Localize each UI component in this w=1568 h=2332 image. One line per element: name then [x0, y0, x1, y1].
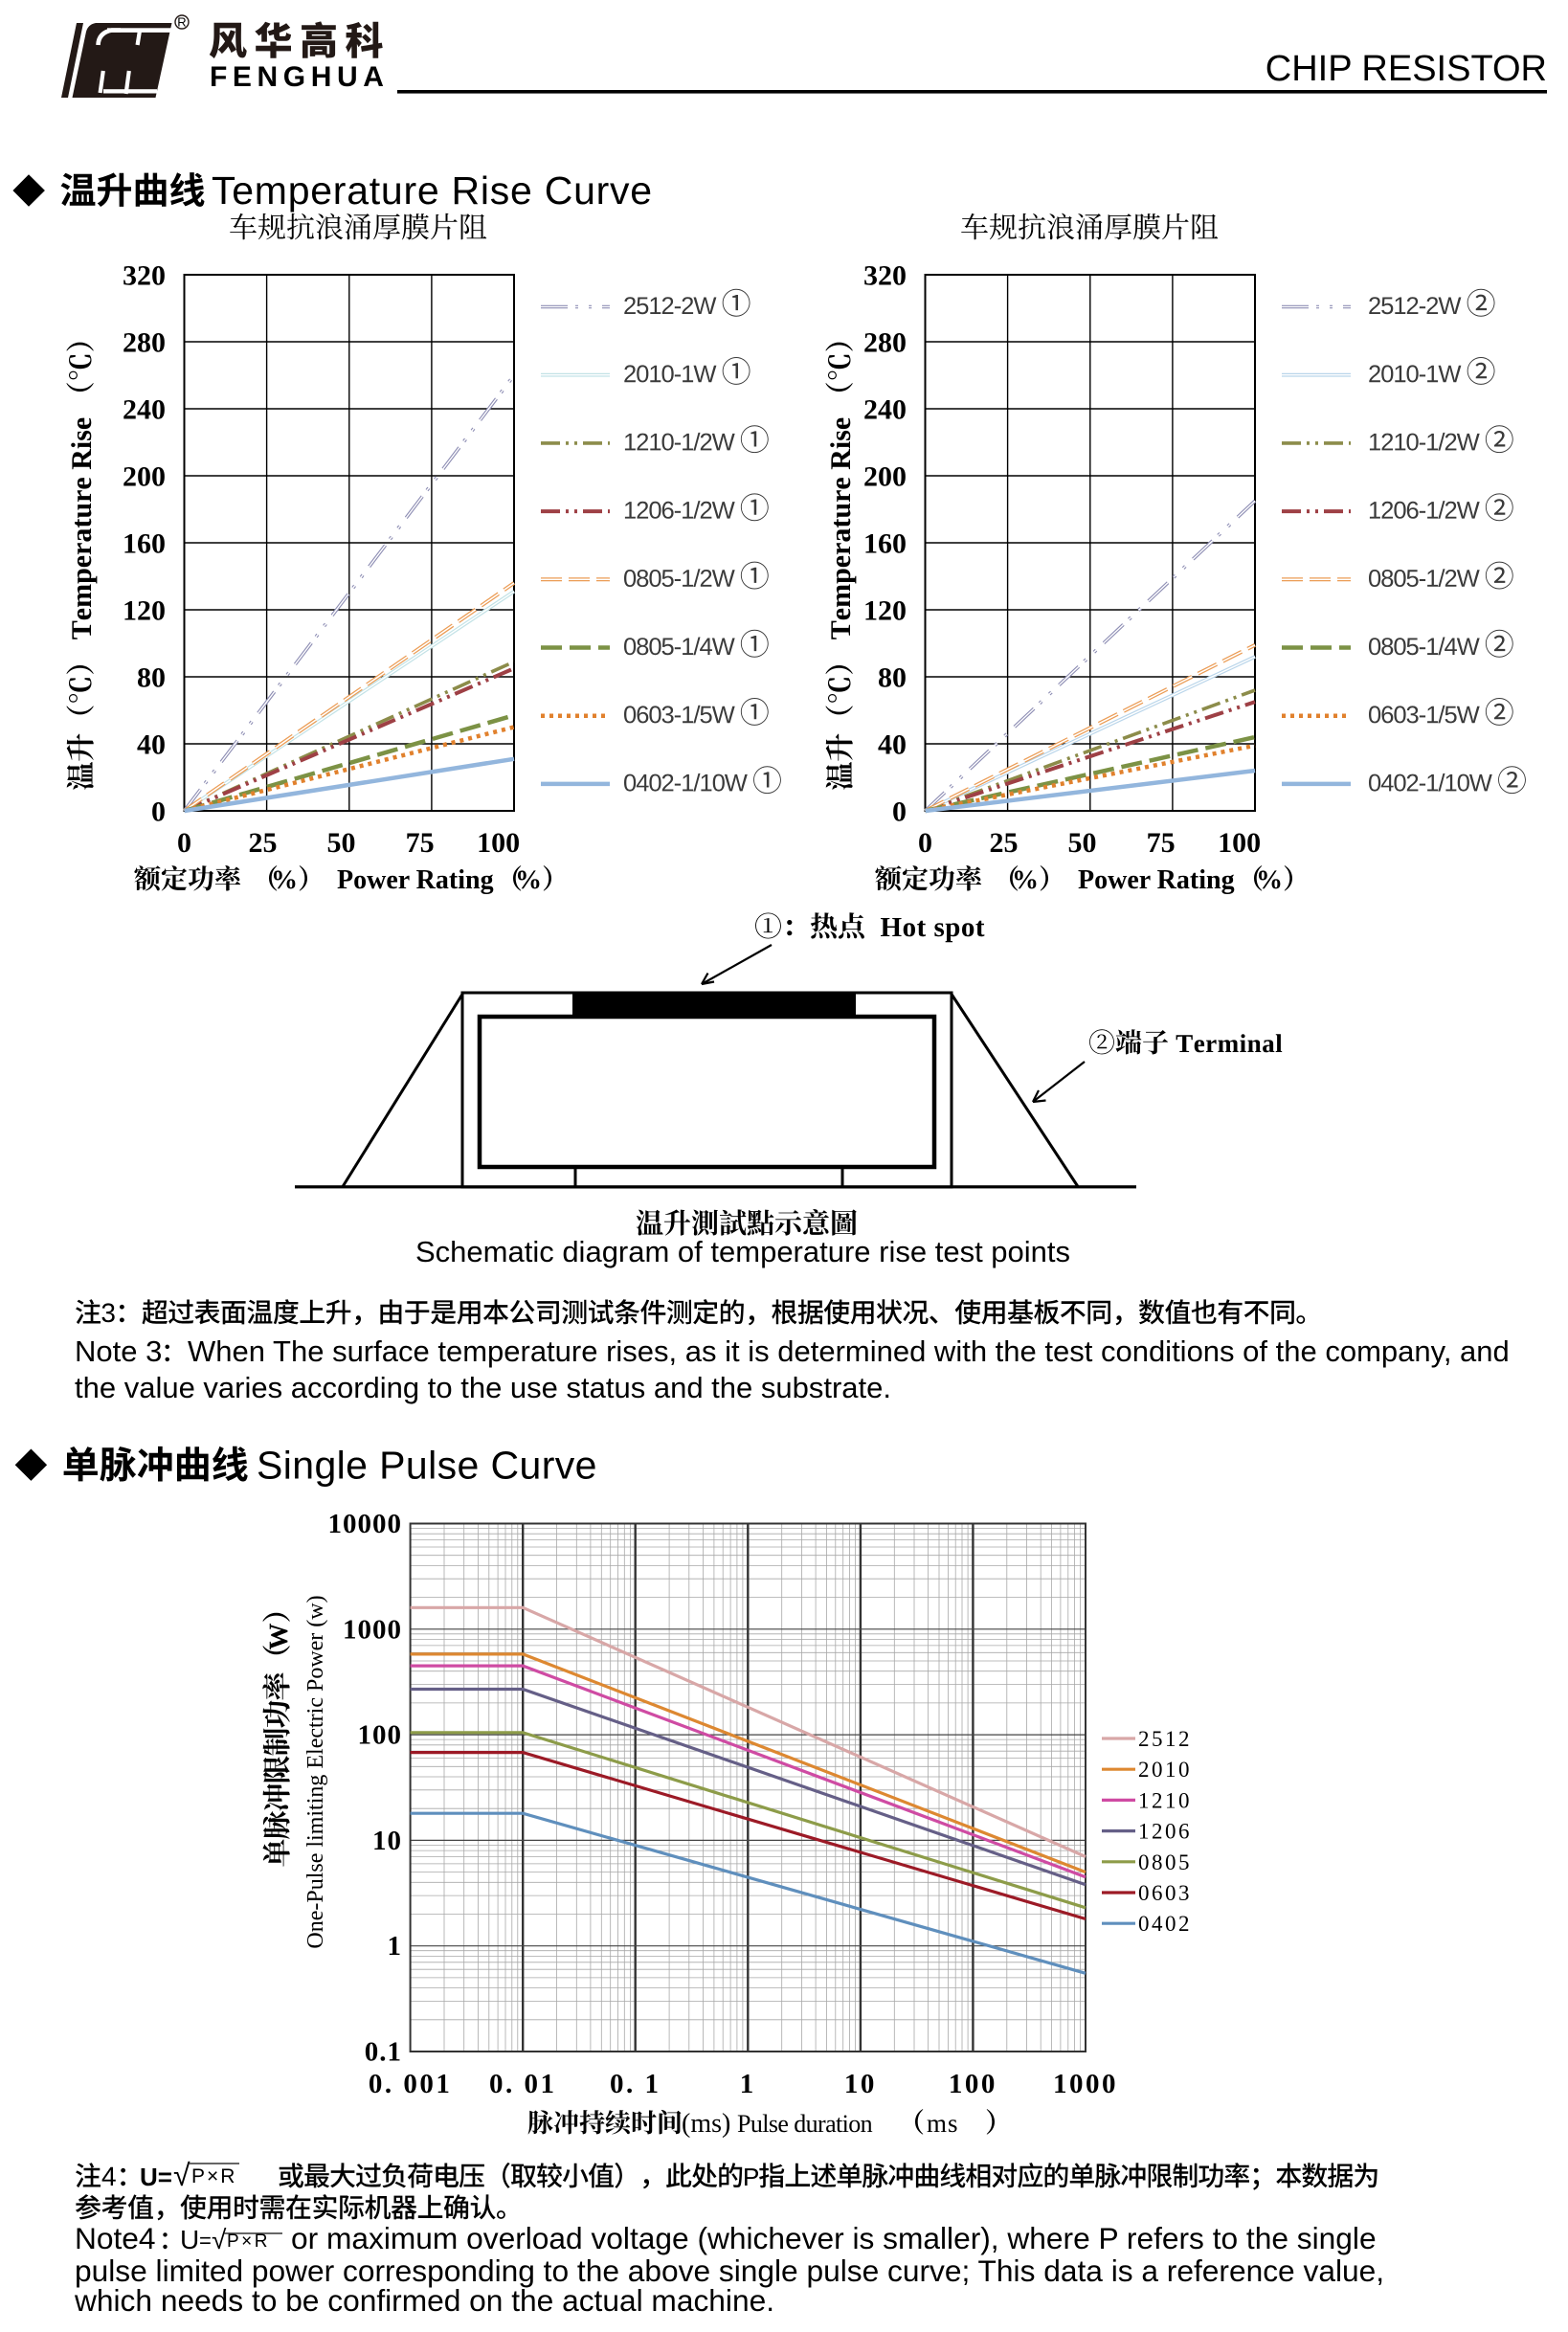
svg-text:80: 80: [878, 662, 907, 694]
svg-text:Note 3: Note 3: [75, 1334, 162, 1368]
svg-text:0805: 0805: [1138, 1850, 1192, 1874]
svg-text:240: 240: [123, 394, 166, 426]
svg-text:10: 10: [372, 1826, 402, 1856]
svg-text:which needs to be confirmed on: which needs to be confirmed on the actua…: [74, 2283, 774, 2318]
svg-text:0: 0: [892, 796, 907, 828]
svg-text:320: 320: [123, 260, 166, 292]
svg-text:P×R: P×R: [191, 2165, 236, 2187]
svg-text:120: 120: [123, 595, 166, 627]
svg-text:U=: U=: [140, 2163, 172, 2191]
svg-text:or maximum overload voltage (w: or maximum overload voltage (whichever i…: [291, 2221, 1377, 2255]
svg-text:80: 80: [137, 662, 166, 694]
svg-text:100: 100: [949, 2069, 997, 2099]
svg-text:1: 1: [740, 2069, 756, 2099]
svg-text:Temperature Rise Curve: Temperature Rise Curve: [212, 168, 653, 213]
svg-text:200: 200: [123, 461, 166, 493]
svg-text:Pulse duration: Pulse duration: [737, 2110, 873, 2138]
svg-text:0402: 0402: [1138, 1912, 1192, 1936]
svg-text:25: 25: [990, 827, 1019, 859]
svg-text:P×R: P×R: [227, 2231, 270, 2252]
svg-text:0: 0: [177, 827, 191, 859]
svg-text:ms: ms: [927, 2109, 959, 2138]
svg-text:75: 75: [1147, 827, 1176, 859]
svg-text:40: 40: [137, 729, 166, 761]
svg-text:1210: 1210: [1138, 1788, 1192, 1812]
svg-text:50: 50: [327, 827, 356, 859]
svg-text:10000: 10000: [328, 1509, 403, 1539]
svg-text:1: 1: [388, 1931, 403, 1962]
svg-text:0: 0: [151, 796, 166, 828]
svg-text:100: 100: [477, 827, 520, 859]
svg-text:√: √: [212, 2225, 227, 2254]
svg-text:280: 280: [863, 327, 907, 359]
svg-text:1000: 1000: [343, 1614, 402, 1645]
svg-text:50: 50: [1068, 827, 1097, 859]
svg-text:40: 40: [878, 729, 907, 761]
svg-text:the value varies according to: the value varies according to the use st…: [75, 1371, 891, 1404]
svg-text:Power Rating: Power Rating: [337, 865, 494, 895]
svg-text:200: 200: [863, 461, 907, 493]
svg-text:100: 100: [1218, 827, 1261, 859]
svg-text:100: 100: [358, 1720, 403, 1751]
svg-text:Power Rating: Power Rating: [1078, 865, 1235, 895]
svg-text:1000: 1000: [1053, 2069, 1118, 2099]
svg-text:FENGHUA: FENGHUA: [210, 61, 390, 93]
svg-text:2512: 2512: [1138, 1727, 1192, 1751]
svg-text:R: R: [177, 15, 186, 30]
svg-text:25: 25: [249, 827, 278, 859]
svg-text:One-Pulse limiting Electric Po: One-Pulse limiting Electric Power (w): [303, 1595, 328, 1948]
svg-text:75: 75: [406, 827, 435, 859]
svg-text:0: 0: [918, 827, 932, 859]
svg-text:CHIP RESISTOR: CHIP RESISTOR: [1266, 49, 1547, 89]
svg-text:(ms): (ms): [682, 2109, 730, 2139]
svg-text:2010: 2010: [1138, 1758, 1192, 1782]
svg-text:U: U: [180, 2225, 199, 2254]
svg-text:120: 120: [863, 595, 907, 627]
svg-text:Schematic diagram of temperatu: Schematic diagram of temperature rise te…: [415, 1235, 1070, 1268]
svg-text:Note4: Note4: [75, 2221, 156, 2255]
svg-text:10: 10: [844, 2069, 877, 2099]
svg-text:320: 320: [863, 260, 907, 292]
svg-text:√: √: [173, 2158, 190, 2192]
svg-text:pulse limited power correspond: pulse limited power corresponding to the…: [75, 2254, 1384, 2288]
svg-text:Single Pulse Curve: Single Pulse Curve: [257, 1444, 597, 1488]
svg-text:280: 280: [123, 327, 166, 359]
svg-text:0.1: 0.1: [365, 2037, 402, 2068]
svg-text:1206: 1206: [1138, 1820, 1192, 1844]
svg-text:When The surface temperature r: When The surface temperature rises, as i…: [188, 1334, 1510, 1368]
svg-text:160: 160: [123, 528, 166, 560]
svg-text:0. 001: 0. 001: [369, 2069, 453, 2099]
svg-text:0. 01: 0. 01: [489, 2069, 557, 2099]
svg-text:0603: 0603: [1138, 1881, 1192, 1905]
svg-text:0. 1: 0. 1: [610, 2069, 661, 2099]
svg-text:160: 160: [863, 528, 907, 560]
svg-text:=: =: [199, 2229, 212, 2253]
svg-text:240: 240: [863, 394, 907, 426]
